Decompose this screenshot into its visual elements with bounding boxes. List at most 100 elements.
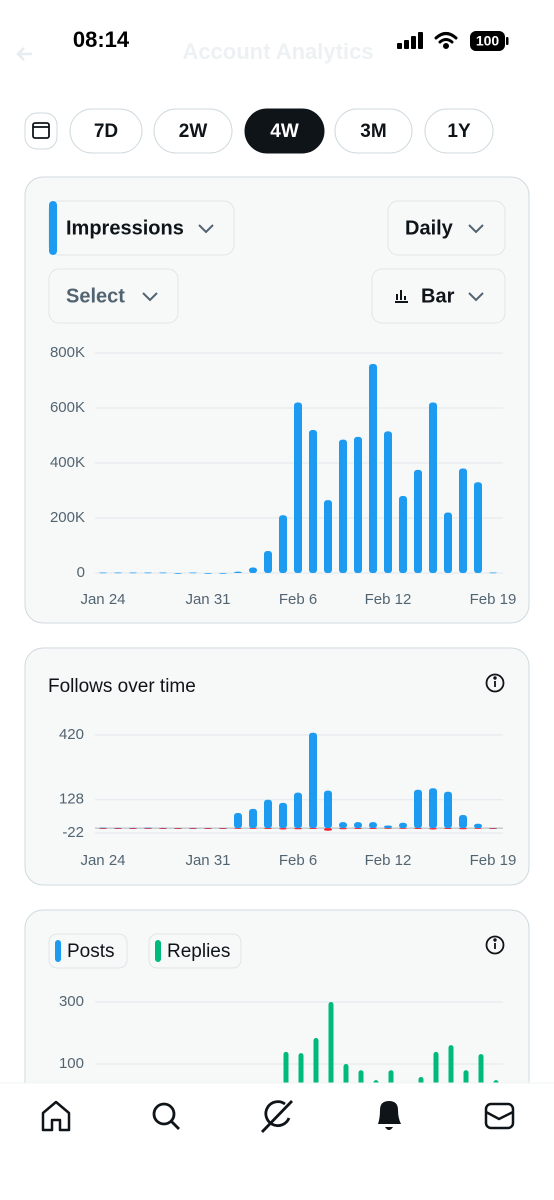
calendar-icon <box>32 122 50 139</box>
y-tick-label: -22 <box>62 824 84 841</box>
x-tick-label: Jan 24 <box>80 852 125 869</box>
grok-icon[interactable] <box>260 1100 294 1133</box>
chevron <box>468 224 484 234</box>
bar <box>219 573 227 574</box>
bar <box>324 790 332 829</box>
range-label: 1Y <box>447 121 471 142</box>
bar <box>189 572 197 574</box>
search-icon[interactable] <box>152 1102 180 1130</box>
bar <box>294 402 302 573</box>
bar <box>399 828 407 829</box>
legend-swatch <box>155 940 161 962</box>
bar <box>144 572 152 574</box>
bar <box>99 572 107 574</box>
bar <box>489 828 497 829</box>
signal-icon <box>397 32 423 49</box>
range-label: 4W <box>270 121 299 142</box>
bar <box>279 515 287 573</box>
legend-label: Replies <box>167 941 230 962</box>
legend-item[interactable] <box>48 933 128 969</box>
legend-label: Posts <box>67 941 115 962</box>
x-tick-label: Jan 31 <box>185 591 230 608</box>
interval-label: Daily <box>405 217 454 239</box>
bar <box>474 482 482 573</box>
x-tick-label: Feb 19 <box>470 591 517 608</box>
wifi-icon <box>434 32 458 49</box>
bar <box>174 828 182 829</box>
range-button[interactable] <box>334 108 413 154</box>
bar <box>249 567 257 573</box>
compare-dropdown[interactable] <box>48 268 179 324</box>
y-tick-label: 0 <box>77 564 85 581</box>
chevron <box>142 292 158 302</box>
bar <box>414 469 422 573</box>
bar <box>159 828 167 829</box>
bar <box>309 732 317 829</box>
legend-swatch <box>55 940 61 962</box>
calendar-button[interactable] <box>24 112 58 150</box>
bar <box>249 808 257 829</box>
style-label: Bar <box>421 285 455 307</box>
legend-item[interactable] <box>148 933 242 969</box>
bar <box>384 828 392 829</box>
bar <box>313 1037 319 1095</box>
bar <box>369 828 377 830</box>
bar <box>339 828 347 830</box>
bar <box>369 822 377 829</box>
bar <box>399 822 407 829</box>
style-dropdown[interactable] <box>371 268 506 324</box>
range-label: 7D <box>94 121 118 142</box>
card-title: Follows over time <box>48 676 196 697</box>
messages-icon[interactable] <box>484 1102 515 1130</box>
compare-label: Select <box>66 285 125 307</box>
notifications-icon[interactable] <box>378 1101 401 1130</box>
y-tick-label: 600K <box>50 399 85 416</box>
y-tick-label: 200K <box>50 509 85 526</box>
bar <box>339 439 347 573</box>
chevron <box>198 224 214 234</box>
metric-color <box>49 201 57 255</box>
interval-dropdown[interactable] <box>387 200 506 256</box>
home-icon[interactable] <box>41 1100 71 1132</box>
bar <box>414 828 422 830</box>
bar <box>354 436 362 573</box>
bar <box>324 500 332 573</box>
header-title: Account Analytics <box>182 39 373 64</box>
x-tick-label: Jan 31 <box>185 852 230 869</box>
bar <box>474 828 482 829</box>
bar <box>459 815 467 829</box>
bar <box>354 828 362 830</box>
range-button[interactable] <box>244 108 325 154</box>
x-tick-label: Feb 6 <box>279 852 317 869</box>
bar <box>129 572 137 574</box>
bar <box>324 828 332 831</box>
range-button[interactable] <box>424 108 494 154</box>
x-tick-label: Feb 12 <box>365 852 412 869</box>
info-icon[interactable] <box>485 935 505 955</box>
bar <box>264 551 272 573</box>
range-button[interactable] <box>69 108 143 154</box>
range-label: 3M <box>360 121 386 142</box>
battery <box>470 31 505 51</box>
bar <box>429 828 437 830</box>
bar <box>174 573 182 574</box>
bar <box>354 822 362 829</box>
bar <box>444 512 452 573</box>
bar <box>114 828 122 829</box>
bar <box>159 572 167 574</box>
y-tick-label: 800K <box>50 344 85 361</box>
bar-icon <box>395 290 408 303</box>
y-tick-label: 128 <box>59 791 84 808</box>
y-tick-label: 400K <box>50 454 85 471</box>
status-time: 08:14 <box>73 27 130 52</box>
range-button[interactable] <box>153 108 233 154</box>
bar <box>279 802 287 829</box>
bar <box>99 828 107 829</box>
bar <box>204 573 212 574</box>
info-icon[interactable] <box>485 673 505 693</box>
back-icon[interactable] <box>16 47 32 61</box>
bar <box>474 823 482 829</box>
bar <box>234 813 242 829</box>
bar <box>144 828 152 829</box>
y-tick-label: 100 <box>59 1055 84 1072</box>
